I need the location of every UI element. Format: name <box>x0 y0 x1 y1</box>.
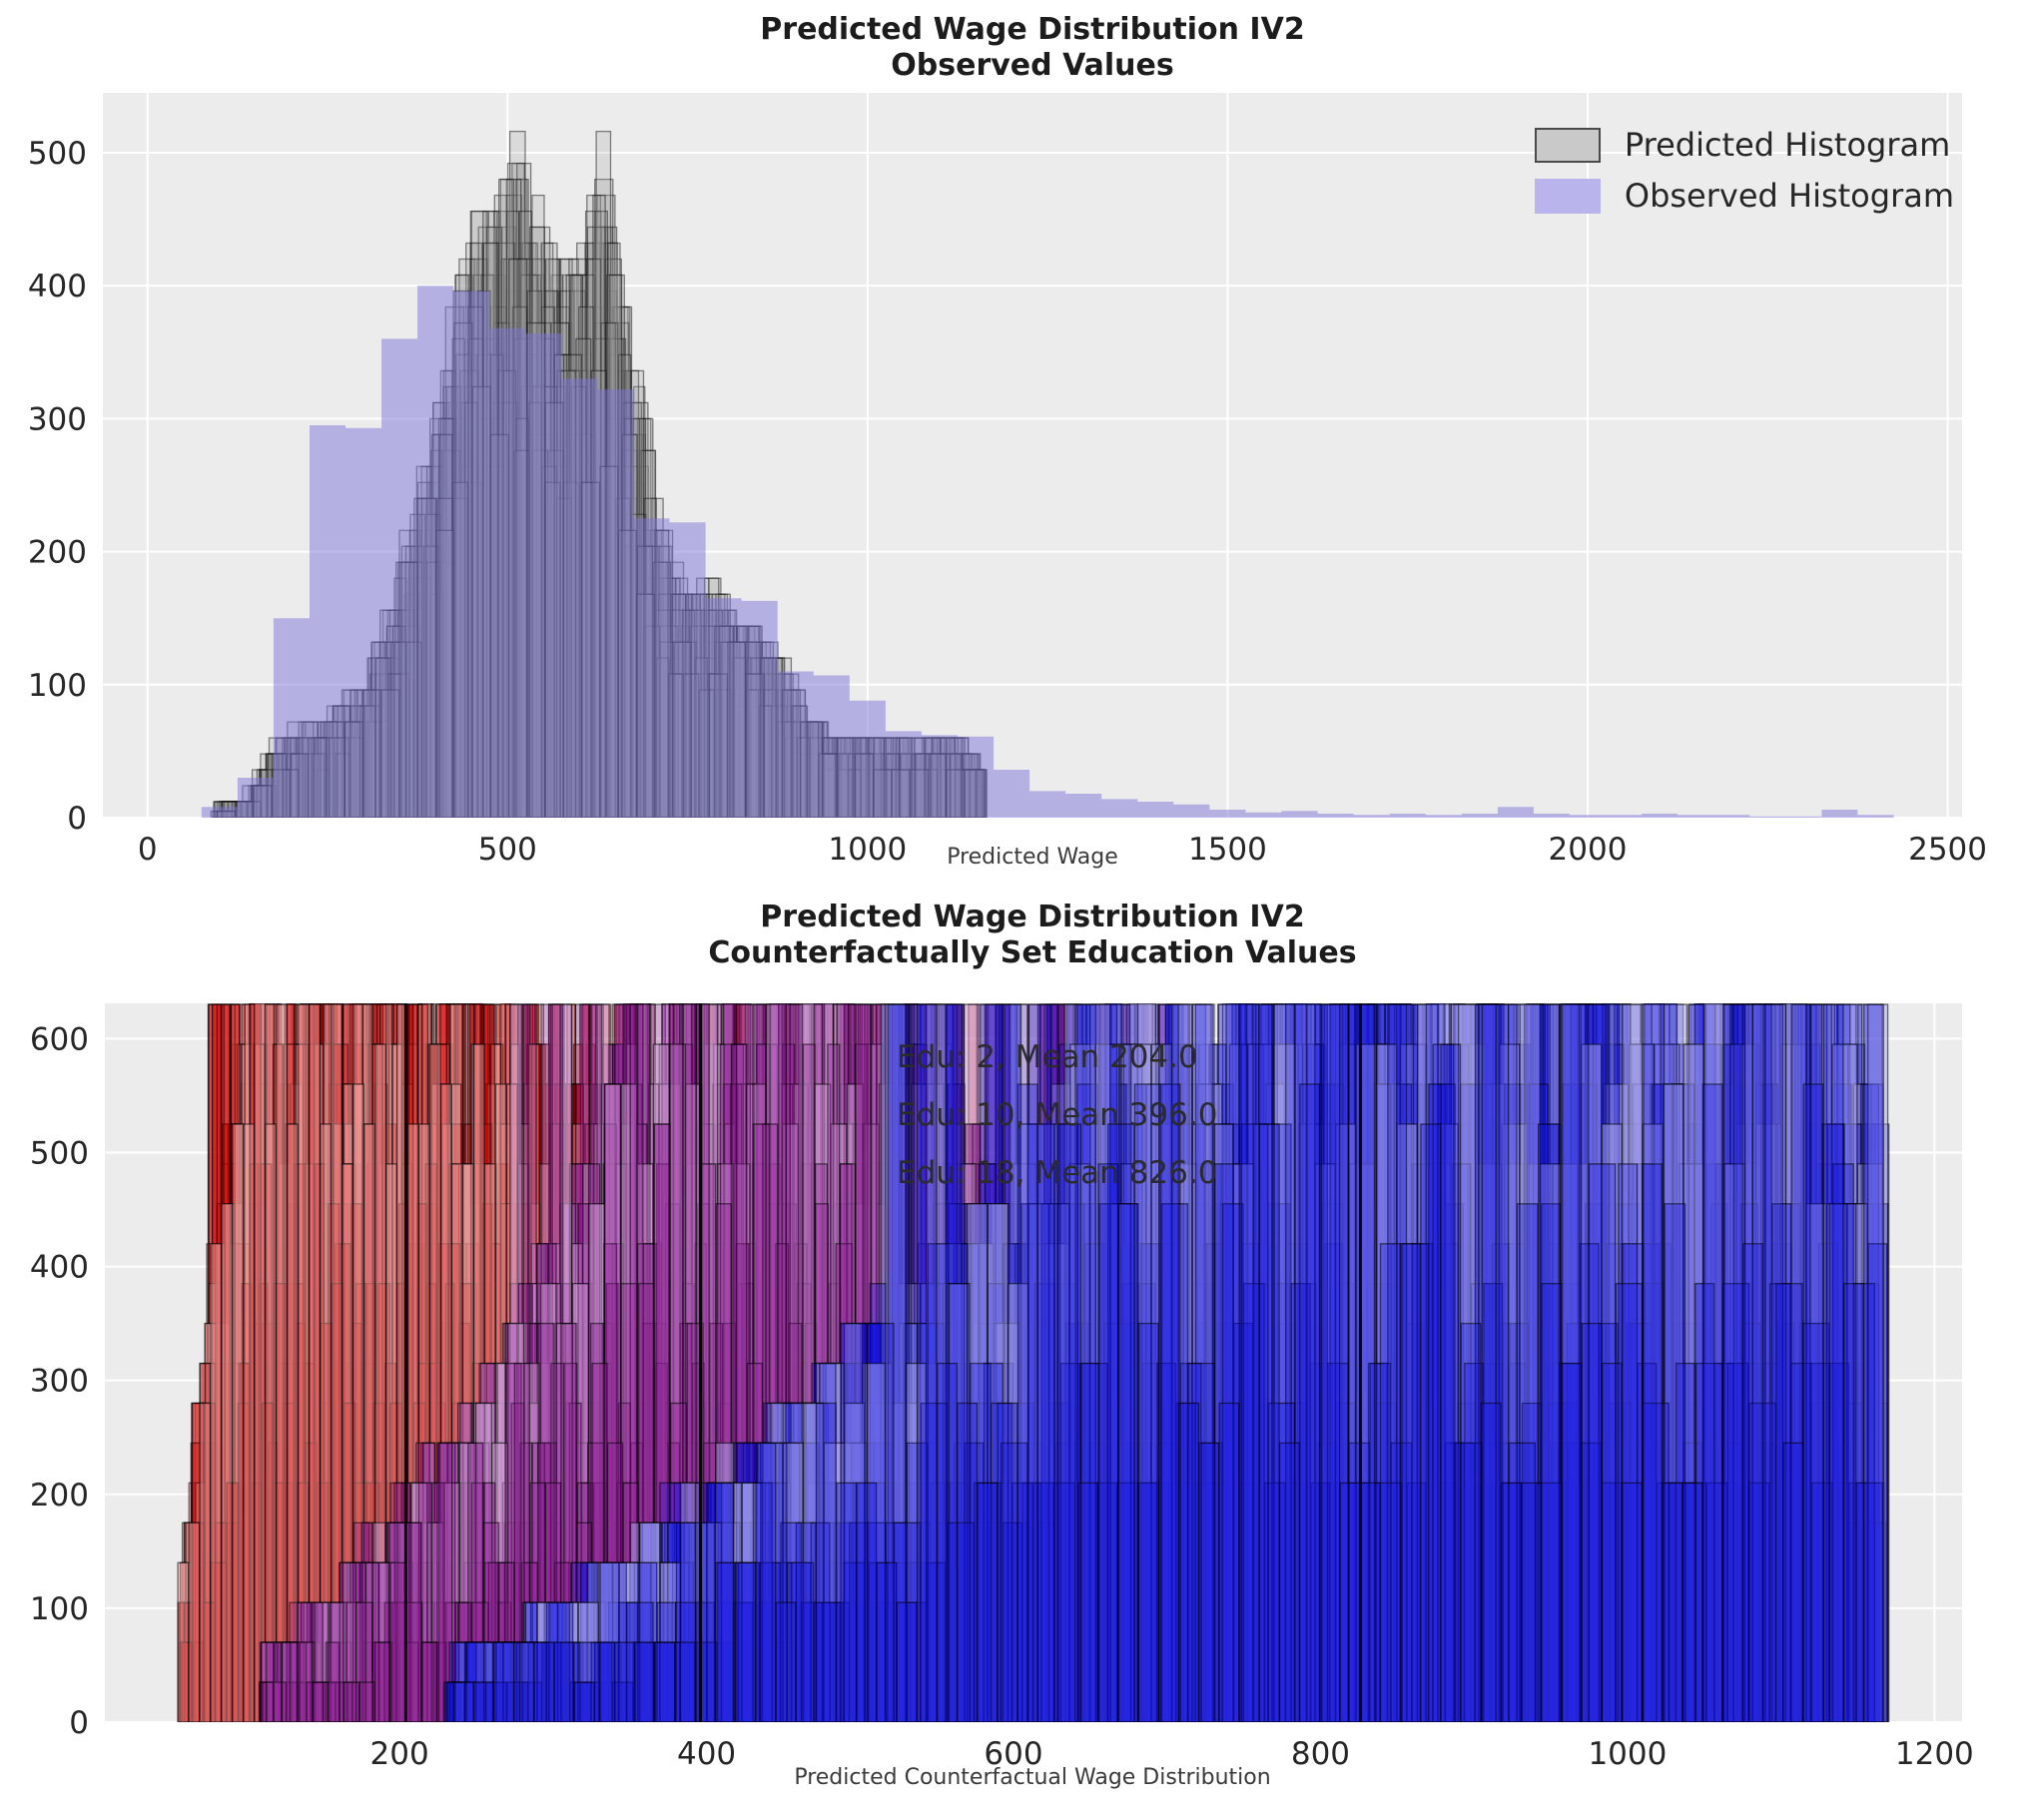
x-tick-label: 800 <box>1291 1736 1350 1772</box>
annotation-edu-10: Edu: 10, Mean 396.0 <box>897 1097 1218 1133</box>
top-chart-xlabel: Predicted Wage <box>947 845 1118 870</box>
bottom-chart-title-line1: Predicted Wage Distribution IV2 <box>760 900 1305 934</box>
y-tick-label: 600 <box>30 1021 89 1057</box>
x-tick-label: 0 <box>138 832 158 868</box>
legend-item-predicted: Predicted Histogram <box>1534 126 1954 164</box>
observed-histogram-swatch <box>1534 179 1601 214</box>
x-tick-label: 500 <box>478 832 537 868</box>
y-tick-label: 0 <box>69 1705 89 1741</box>
plot-1-tick-labels: 200 400 600 800 1000 1200 0 100 200 300 400 500 600 <box>30 1021 1974 1772</box>
legend-item-observed: Observed Histogram <box>1534 177 1954 215</box>
bottom-chart-title-line2: Counterfactually Set Education Values <box>708 935 1357 970</box>
predicted-histogram-swatch <box>1534 128 1601 163</box>
x-tick-label: 1200 <box>1895 1736 1974 1772</box>
top-chart-legend: Predicted Histogram Observed Histogram <box>1534 126 1954 215</box>
annotation-edu-18: Edu: 18, Mean 826.0 <box>897 1155 1218 1191</box>
x-tick-label: 2500 <box>1908 832 1987 868</box>
y-tick-label: 500 <box>30 1135 89 1171</box>
y-tick-label: 500 <box>28 136 87 172</box>
edu-18-histogram-ensemble <box>443 1003 1890 1722</box>
y-tick-label: 100 <box>28 668 87 704</box>
x-tick-label: 2000 <box>1549 832 1628 868</box>
annotation-edu-2: Edu: 2, Mean 204.0 <box>897 1039 1198 1075</box>
x-tick-label: 600 <box>984 1736 1042 1772</box>
bottom-chart-xlabel: Predicted Counterfactual Wage Distributi… <box>794 1765 1271 1790</box>
top-chart-title-line1: Predicted Wage Distribution IV2 <box>760 12 1305 47</box>
y-tick-label: 300 <box>30 1364 89 1400</box>
top-chart-title-line2: Observed Values <box>891 48 1174 83</box>
y-tick-label: 0 <box>67 801 87 837</box>
y-tick-label: 400 <box>28 269 87 304</box>
mean-annotations: Edu: 2, Mean 204.0 Edu: 10, Mean 396.0 E… <box>897 1028 1217 1202</box>
x-tick-label: 200 <box>370 1736 429 1772</box>
y-tick-label: 300 <box>28 401 87 437</box>
observed-histogram-label: Observed Histogram <box>1624 177 1954 215</box>
x-tick-label: 400 <box>677 1736 736 1772</box>
observed-histogram <box>201 286 1894 818</box>
y-tick-label: 400 <box>30 1250 89 1286</box>
x-tick-label: 1500 <box>1188 832 1267 868</box>
plot-0-tick-labels: 0 500 1000 1500 2000 2500 0 100 200 300 400 500 <box>28 136 1987 868</box>
y-tick-label: 200 <box>30 1478 89 1514</box>
x-tick-label: 1000 <box>1588 1736 1667 1772</box>
mean-lines <box>403 1003 1362 1722</box>
predicted-histogram-label: Predicted Histogram <box>1624 126 1951 164</box>
y-tick-label: 100 <box>30 1591 89 1627</box>
x-tick-label: 1000 <box>828 832 907 868</box>
top-chart-title: Predicted Wage Distribution IV2 Observed… <box>103 12 1962 84</box>
y-tick-label: 200 <box>28 535 87 571</box>
bottom-chart-title: Predicted Wage Distribution IV2 Counterf… <box>103 900 1962 971</box>
